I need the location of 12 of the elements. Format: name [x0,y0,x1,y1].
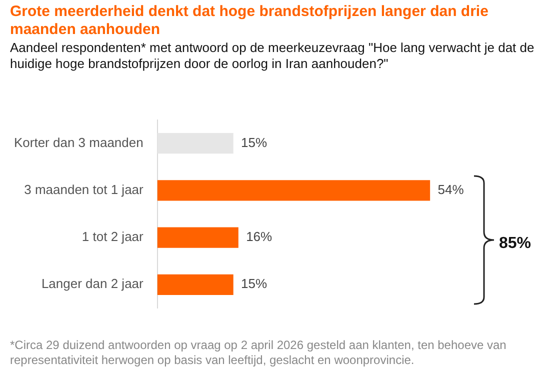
y-tick-label: Langer dan 2 jaar [41,276,144,292]
text: *Circa 29 duizend antwoorden op vraag op 2 april 2026 gesteld aan klanten, ten behoeve van representativiteit herwogen op basis van leeftijd, geslacht en woonprovincie. [10,338,508,368]
data-label: 16% [246,229,273,244]
data-label: 15% [241,134,268,150]
text: 85% [499,235,532,253]
chart-subtitle: Aandeel respondenten* met antwoord op de meerkeuzevraag "Hoe lang verwacht je dat de huidige hoge brandstofprijzen door de oorlog in Iran aanhouden?" [10,40,536,72]
chart-title: Grote meerderheid denkt dat hoge brandstofprijzen langer dan drie maanden aanhouden [10,3,490,39]
data-label: 15% [241,276,268,292]
data-label: 54% [438,182,464,198]
y-tick-label: Korter dan 3 maanden [14,134,144,150]
y-tick-label: 3 maanden tot 1 jaar [24,182,144,198]
y-tick-label: 1 tot 2 jaar [82,229,144,244]
